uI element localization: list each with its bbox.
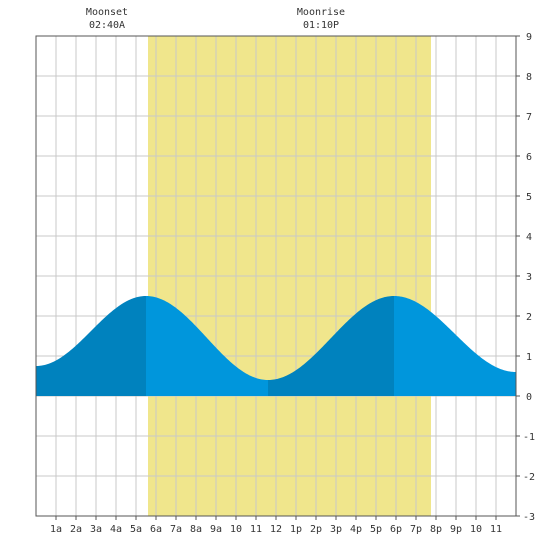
tide-rising-area bbox=[36, 296, 146, 396]
x-tick-label: 9a bbox=[210, 524, 222, 535]
x-tick-label: 8p bbox=[430, 524, 442, 535]
x-tick-label: 12 bbox=[270, 524, 282, 535]
y-tick-label: 0 bbox=[526, 392, 532, 403]
tide-rising-area bbox=[268, 296, 394, 396]
x-tick-label: 4a bbox=[110, 524, 122, 535]
y-tick-label: 3 bbox=[526, 272, 532, 283]
y-tick-label: -1 bbox=[523, 432, 535, 443]
x-tick-label: 11 bbox=[250, 524, 262, 535]
x-tick-label: 3a bbox=[90, 524, 102, 535]
y-tick-label: 2 bbox=[526, 312, 532, 323]
x-tick-label: 5a bbox=[130, 524, 142, 535]
x-tick-label: 3p bbox=[330, 524, 342, 535]
x-tick-label: 11 bbox=[490, 524, 502, 535]
moonrise-label: Moonrise bbox=[297, 7, 345, 18]
moonset-time: 02:40A bbox=[89, 20, 125, 31]
x-tick-label: 7a bbox=[170, 524, 182, 535]
y-tick-label: 9 bbox=[526, 32, 532, 43]
x-tick-label: 5p bbox=[370, 524, 382, 535]
x-tick-label: 9p bbox=[450, 524, 462, 535]
x-tick-label: 4p bbox=[350, 524, 362, 535]
y-tick-label: 6 bbox=[526, 152, 532, 163]
y-tick-label: 8 bbox=[526, 72, 532, 83]
x-tick-label: 8a bbox=[190, 524, 202, 535]
x-tick-label: 6p bbox=[390, 524, 402, 535]
y-tick-label: -2 bbox=[523, 472, 535, 483]
x-tick-label: 2p bbox=[310, 524, 322, 535]
y-tick-label: 7 bbox=[526, 112, 532, 123]
tide-falling-area bbox=[394, 296, 516, 396]
x-tick-label: 7p bbox=[410, 524, 422, 535]
x-tick-label: 6a bbox=[150, 524, 162, 535]
y-tick-label: 4 bbox=[526, 232, 532, 243]
y-tick-label: 1 bbox=[526, 352, 532, 363]
x-tick-label: 1a bbox=[50, 524, 62, 535]
x-tick-label: 2a bbox=[70, 524, 82, 535]
x-tick-label: 1p bbox=[290, 524, 302, 535]
moonrise-time: 01:10P bbox=[303, 20, 339, 31]
x-tick-label: 10 bbox=[230, 524, 242, 535]
y-tick-label: 5 bbox=[526, 192, 532, 203]
y-tick-label: -3 bbox=[523, 512, 535, 523]
tide-falling-area bbox=[146, 296, 268, 396]
moonset-label: Moonset bbox=[86, 7, 128, 18]
x-tick-label: 10 bbox=[470, 524, 482, 535]
